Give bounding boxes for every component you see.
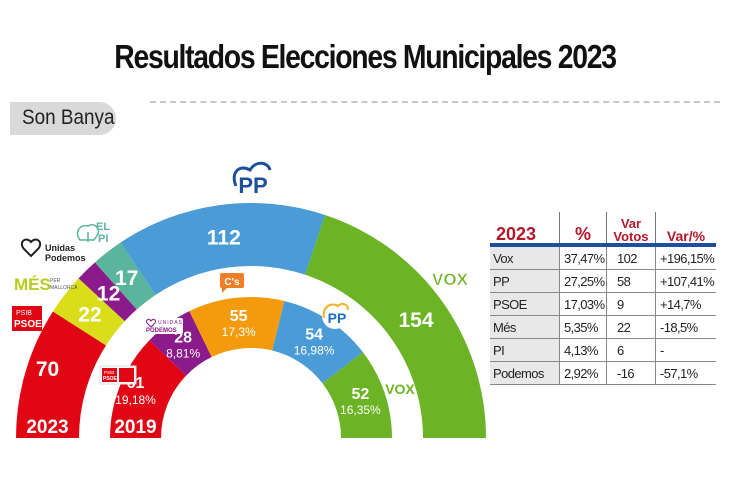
value-label: 52 [351, 386, 369, 403]
ring-2023 [16, 202, 486, 438]
pp-logo-2019: PP [322, 302, 349, 329]
podemos-logo-1: Unidas [45, 243, 75, 253]
cell-var-pct: +14,7% [654, 292, 716, 316]
value-label: 22 [78, 304, 101, 327]
header-year: 2023 [490, 212, 560, 247]
pp-logo-text: PP [238, 173, 267, 198]
percent-label: 17,3% [222, 325, 256, 339]
year-label: 2019 [114, 417, 156, 438]
mes-logo-sub1: PER [50, 278, 61, 284]
value-label: 55 [230, 308, 248, 325]
table-row: Vox 37,47% 102 +196,15% [490, 245, 716, 270]
header-pct: % [559, 212, 607, 247]
pi-logo: EL PI [76, 221, 110, 245]
psoe-logo-2019: PSIB PSOE [99, 365, 137, 385]
cell-var-pct: +196,15% [654, 245, 716, 270]
percent-label: 16,35% [340, 403, 381, 417]
podemos-logo: Unidas Podemos [20, 238, 86, 263]
value-label: 17 [115, 267, 138, 290]
value-label: 70 [36, 358, 59, 381]
arc-2023-podemos [78, 262, 137, 322]
value-label: 154 [398, 309, 433, 332]
cell-pct: 27,25% [559, 269, 607, 293]
cell-pct: 37,47% [559, 245, 607, 270]
percent-label: 8,81% [166, 347, 200, 361]
arc-2023-ms [52, 278, 125, 346]
vox-logo: VOX [432, 270, 469, 289]
pp-logo-2019-text: PP [328, 310, 347, 326]
podemos-2019-2: PODEMOS [146, 328, 177, 334]
pi-logo-1: EL [96, 221, 110, 233]
table-row: Podemos 2,92% -16 -57,1% [490, 361, 716, 385]
arc-2019-vox [322, 352, 392, 438]
percent-label: 16,98% [294, 343, 335, 357]
table-row: Més 5,35% 22 -18,5% [490, 315, 716, 339]
cell-var-pct: +107,41% [654, 269, 716, 293]
cell-party: PP [490, 269, 560, 293]
cell-var-pct: -18,5% [654, 315, 716, 339]
value-label: 12 [97, 283, 120, 306]
psoe-logo: PSIB PSOE [12, 306, 42, 331]
title-divider [150, 101, 720, 103]
podemos-logo-2: Podemos [45, 253, 86, 263]
region-label: Son Banya [22, 106, 115, 129]
arc-2019-pp [272, 300, 363, 384]
cell-party: Podemos [490, 361, 560, 385]
cell-party: PI [490, 338, 560, 362]
arc-2023-psoe [16, 311, 107, 438]
cell-var-pct: -57,1% [654, 361, 716, 385]
region-tab [10, 102, 116, 135]
cell-var-votos: 6 [605, 338, 656, 362]
cell-party: Vox [490, 245, 560, 270]
cell-var-votos: 22 [605, 315, 656, 339]
psoe-logo-bottom: PSOE [14, 319, 42, 330]
psoe-2019-top: PSIB [104, 370, 114, 375]
arc-2019-psoe [110, 340, 187, 438]
value-label: 54 [305, 326, 323, 343]
cell-party: Més [490, 315, 560, 339]
cell-var-pct: - [654, 338, 716, 362]
psoe-logo-top: PSIB [16, 310, 32, 317]
percent-label: 19,18% [115, 393, 156, 407]
psoe-2019-bottom: PSOE [103, 376, 118, 382]
header-var-votos-2: Votos [613, 229, 649, 244]
cs-logo: C's [220, 273, 244, 293]
arc-2023-pi [94, 242, 156, 310]
podemos-logo-2019: UNIDAS PODEMOS [143, 318, 183, 334]
cell-pct: 17,03% [559, 292, 607, 316]
table-row: PI 4,13% 6- [490, 338, 716, 362]
arc-2023-pp [120, 202, 326, 295]
cell-party: PSOE [490, 292, 560, 316]
cell-pct: 4,13% [559, 338, 607, 362]
pp-logo: PP [232, 161, 272, 198]
arc-2019-cs [189, 297, 285, 358]
mes-logo-main: MÉS [14, 275, 51, 294]
mes-logo-sub2: MALLORCA [50, 285, 78, 291]
header-var-pct: Var/% [654, 212, 716, 247]
cs-logo-text: C's [224, 277, 240, 288]
vox-logo-2019: VOX [385, 381, 415, 397]
results-table: 2023 % Var Votos Var/% Vox 37,47% 102 +196,1… [490, 212, 716, 385]
mes-logo: MÉS PER MALLORCA [14, 275, 78, 294]
cell-var-votos: 58 [605, 269, 656, 293]
cell-pct: 2,92% [559, 361, 607, 385]
page-title: Resultados Elecciones Municipales 2023 [114, 38, 617, 75]
header-var-votos-1: Var [620, 216, 642, 231]
cell-var-votos: 9 [605, 292, 656, 316]
podemos-2019-1: UNIDAS [158, 320, 183, 326]
year-label: 2023 [26, 417, 68, 438]
cell-var-votos: 102 [605, 245, 656, 270]
table-row: PSOE 17,03% 9 +14,7% [490, 292, 716, 316]
value-label: 112 [207, 226, 241, 249]
cell-var-votos: -16 [605, 361, 656, 385]
arc-2023-vox [305, 214, 486, 438]
cell-pct: 5,35% [559, 315, 607, 339]
table-row: PP 27,25% 58 +107,41% [490, 269, 716, 293]
header-var-votos: Var Votos [605, 212, 656, 247]
table-header-row: 2023 % Var Votos Var/% [490, 212, 716, 247]
pi-logo-2: PI [98, 233, 108, 245]
